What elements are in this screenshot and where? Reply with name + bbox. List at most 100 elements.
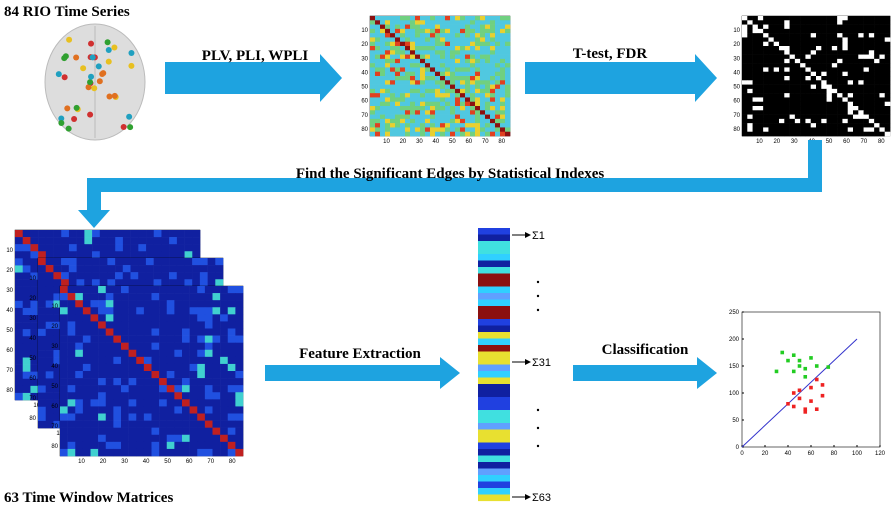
ellipsis-dot xyxy=(537,427,539,429)
cell xyxy=(100,272,108,279)
cell xyxy=(385,115,390,120)
cell xyxy=(167,321,175,328)
cell xyxy=(159,293,167,300)
cell xyxy=(811,132,817,137)
cell xyxy=(205,435,213,442)
cell xyxy=(106,357,114,364)
cell xyxy=(470,76,475,81)
cell xyxy=(213,378,221,385)
cell xyxy=(420,80,425,85)
cell xyxy=(159,378,167,385)
cell xyxy=(758,42,764,47)
cell xyxy=(68,378,76,385)
cell xyxy=(395,80,400,85)
cell xyxy=(858,106,864,111)
tick-label: 30 xyxy=(51,344,58,350)
cell xyxy=(485,132,490,137)
cell xyxy=(197,343,205,350)
cell xyxy=(811,37,817,42)
cell xyxy=(205,378,213,385)
cell xyxy=(220,399,228,406)
cell xyxy=(235,371,243,378)
cell xyxy=(864,20,870,25)
cell xyxy=(98,364,106,371)
cell xyxy=(827,67,833,72)
cell xyxy=(75,385,83,392)
cell xyxy=(435,115,440,120)
cell xyxy=(753,25,759,30)
cell xyxy=(425,132,430,137)
cell xyxy=(858,119,864,124)
cell xyxy=(500,25,505,30)
y-tick-label: 250 xyxy=(729,310,740,316)
cell xyxy=(500,80,505,85)
cell xyxy=(174,350,182,357)
cell xyxy=(784,93,790,98)
cell xyxy=(800,55,806,60)
cell xyxy=(136,321,144,328)
cell xyxy=(77,230,85,237)
cell xyxy=(816,72,822,77)
cell xyxy=(108,251,116,258)
cell xyxy=(784,63,790,68)
cell xyxy=(370,93,375,98)
cell xyxy=(821,29,827,34)
cell xyxy=(235,286,243,293)
cell xyxy=(768,46,774,51)
cell xyxy=(197,442,205,449)
cell xyxy=(500,123,505,128)
cell xyxy=(129,307,137,314)
cell xyxy=(235,300,243,307)
windows-title: 63 Time Window Matrices xyxy=(4,490,173,506)
cell xyxy=(420,29,425,34)
cell xyxy=(159,421,167,428)
cell xyxy=(837,20,843,25)
cell xyxy=(106,336,114,343)
cell xyxy=(235,357,243,364)
cell xyxy=(837,59,843,64)
cell xyxy=(68,314,76,321)
cell xyxy=(465,16,470,21)
cell xyxy=(415,29,420,34)
cell xyxy=(800,76,806,81)
cell xyxy=(395,46,400,51)
feature-stripe xyxy=(478,345,510,352)
cell xyxy=(460,97,465,102)
cell xyxy=(879,55,885,60)
cell xyxy=(390,50,395,55)
cell xyxy=(169,244,177,251)
cell xyxy=(123,265,131,272)
cell xyxy=(106,286,114,293)
cell xyxy=(385,20,390,25)
cell xyxy=(837,63,843,68)
cell xyxy=(864,25,870,30)
cell xyxy=(415,110,420,115)
cell xyxy=(395,76,400,81)
cell xyxy=(182,406,190,413)
cell xyxy=(228,414,236,421)
cell xyxy=(505,119,510,124)
cell xyxy=(228,300,236,307)
cell xyxy=(790,55,796,60)
cell xyxy=(811,63,817,68)
cell xyxy=(129,414,137,421)
cell xyxy=(742,46,748,51)
cell xyxy=(475,102,480,107)
cell xyxy=(485,110,490,115)
cell xyxy=(816,127,822,132)
cell xyxy=(445,20,450,25)
cell xyxy=(174,378,182,385)
cell xyxy=(235,364,243,371)
cell xyxy=(98,336,106,343)
cell xyxy=(395,20,400,25)
cell xyxy=(885,50,891,55)
cell xyxy=(98,321,106,328)
cell xyxy=(500,63,505,68)
cell xyxy=(784,29,790,34)
cell xyxy=(480,46,485,51)
cell xyxy=(879,33,885,38)
cell xyxy=(197,435,205,442)
cell xyxy=(753,55,759,60)
cell xyxy=(435,97,440,102)
cell xyxy=(410,80,415,85)
